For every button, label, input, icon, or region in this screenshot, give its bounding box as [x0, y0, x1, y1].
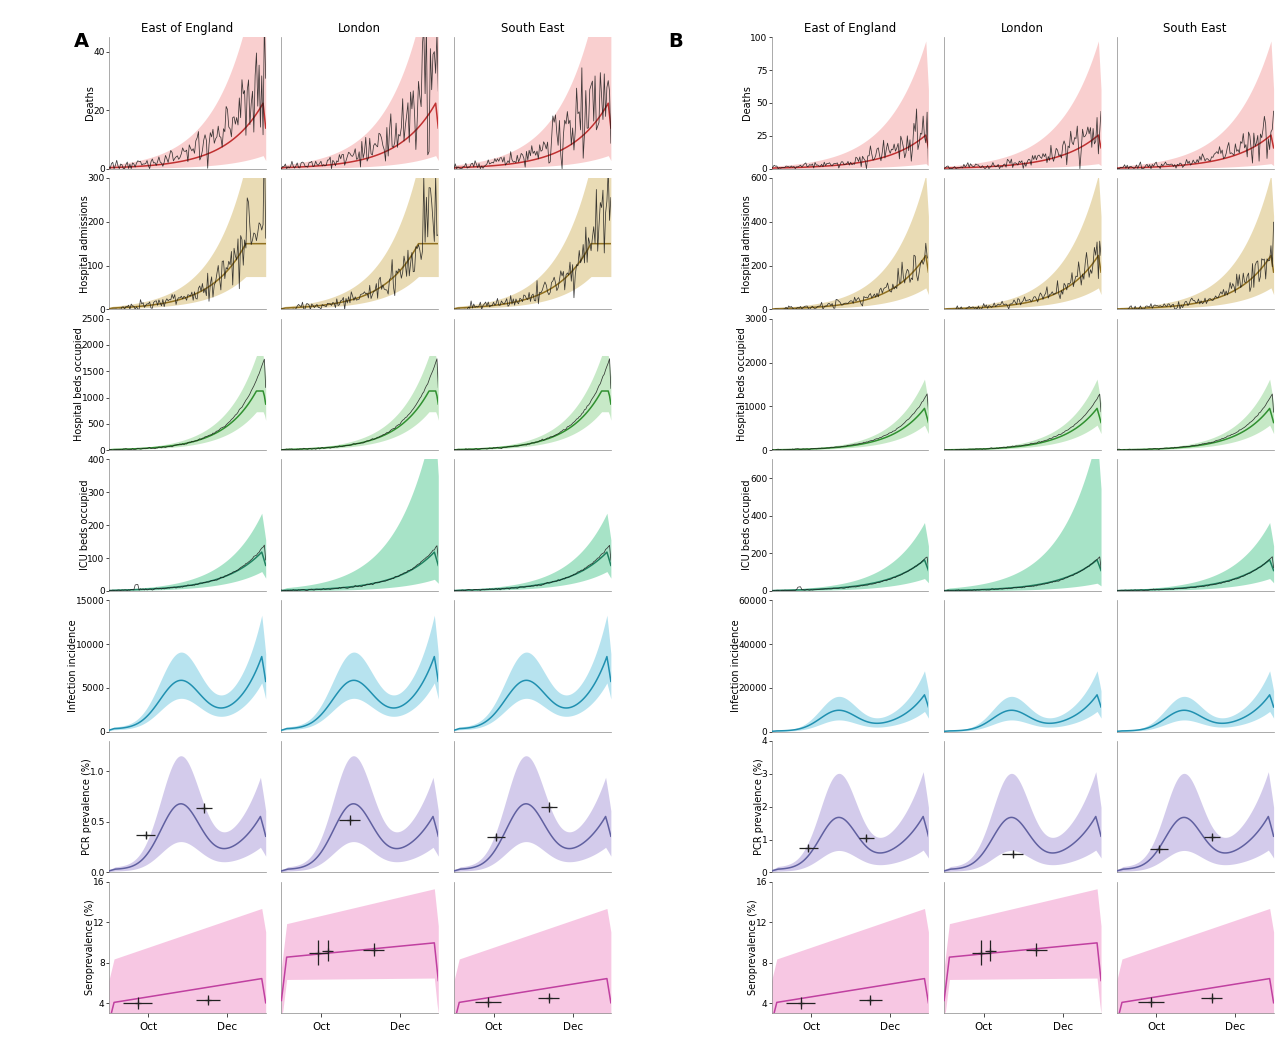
Y-axis label: Deaths: Deaths	[742, 86, 753, 120]
Y-axis label: Hospital admissions: Hospital admissions	[742, 195, 753, 293]
Title: East of England: East of England	[141, 21, 233, 35]
Y-axis label: Infection incidence: Infection incidence	[731, 620, 741, 712]
Title: South East: South East	[500, 21, 564, 35]
Y-axis label: PCR prevalence (%): PCR prevalence (%)	[754, 759, 764, 855]
Y-axis label: Deaths: Deaths	[86, 86, 96, 120]
Title: London: London	[1001, 21, 1044, 35]
Y-axis label: Hospital beds occupied: Hospital beds occupied	[736, 328, 746, 441]
Text: A: A	[74, 32, 90, 51]
Text: B: B	[668, 32, 684, 51]
Y-axis label: ICU beds occupied: ICU beds occupied	[742, 480, 753, 571]
Title: London: London	[338, 21, 381, 35]
Title: East of England: East of England	[804, 21, 896, 35]
Y-axis label: Hospital admissions: Hospital admissions	[79, 195, 90, 293]
Y-axis label: PCR prevalence (%): PCR prevalence (%)	[82, 759, 92, 855]
Y-axis label: Infection incidence: Infection incidence	[68, 620, 78, 712]
Title: South East: South East	[1164, 21, 1228, 35]
Y-axis label: Hospital beds occupied: Hospital beds occupied	[74, 328, 84, 441]
Y-axis label: ICU beds occupied: ICU beds occupied	[79, 480, 90, 571]
Y-axis label: Seroprevalence (%): Seroprevalence (%)	[86, 900, 95, 995]
Y-axis label: Seroprevalence (%): Seroprevalence (%)	[748, 900, 758, 995]
